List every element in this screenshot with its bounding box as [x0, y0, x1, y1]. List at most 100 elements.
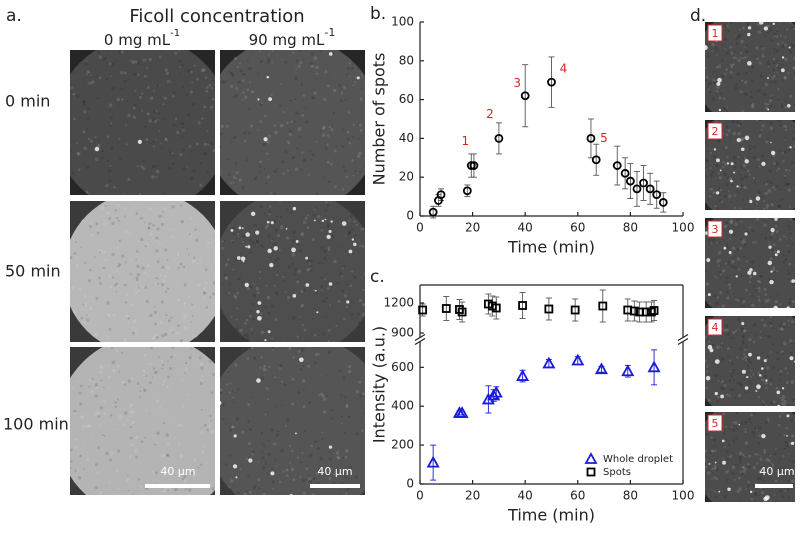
noise: [781, 15, 784, 18]
noise: [770, 379, 773, 382]
noise: [762, 400, 764, 402]
noise: [753, 466, 756, 469]
noise: [361, 277, 363, 279]
noise: [788, 272, 791, 275]
noise: [774, 178, 776, 180]
noise: [736, 57, 738, 59]
spot: [748, 26, 751, 29]
noise: [780, 150, 782, 152]
noise: [281, 160, 284, 163]
noise: [347, 138, 350, 141]
noise: [754, 55, 757, 58]
noise: [373, 263, 376, 266]
noise: [751, 229, 754, 232]
spot: [720, 395, 724, 399]
noise: [267, 58, 270, 61]
noise: [301, 348, 305, 352]
noise: [108, 217, 111, 220]
noise: [324, 147, 327, 150]
noise: [767, 418, 770, 421]
noise: [349, 142, 351, 144]
noise: [76, 264, 79, 267]
noise: [744, 241, 746, 243]
noise: [110, 501, 112, 503]
noise: [313, 478, 316, 481]
noise: [316, 78, 318, 80]
noise: [779, 434, 781, 436]
noise: [719, 199, 722, 202]
noise: [740, 422, 743, 425]
noise: [111, 346, 114, 349]
noise: [711, 467, 714, 470]
noise: [177, 324, 180, 327]
spot: [747, 271, 751, 275]
noise: [117, 269, 119, 271]
noise: [314, 199, 316, 201]
noise: [770, 105, 773, 108]
spot: [745, 503, 748, 506]
spot: [761, 162, 765, 166]
noise: [129, 195, 132, 198]
noise: [312, 96, 314, 98]
noise: [714, 374, 718, 378]
noise: [259, 271, 261, 273]
noise: [220, 132, 223, 135]
noise: [95, 297, 98, 300]
noise: [73, 410, 76, 413]
noise: [307, 226, 310, 229]
noise: [216, 295, 219, 298]
noise: [231, 425, 234, 428]
noise: [135, 456, 138, 459]
noise: [756, 202, 758, 204]
noise: [102, 267, 105, 270]
noise: [345, 456, 348, 459]
noise: [79, 455, 82, 458]
noise: [770, 39, 773, 42]
noise: [86, 458, 89, 461]
noise: [692, 160, 694, 162]
noise: [350, 300, 352, 302]
noise: [271, 345, 274, 348]
noise: [101, 351, 103, 353]
noise: [714, 449, 717, 452]
noise: [273, 442, 276, 445]
noise: [345, 499, 347, 501]
noise: [744, 391, 746, 393]
noise: [740, 327, 743, 330]
noise: [757, 310, 759, 312]
noise: [765, 507, 767, 509]
spot: [357, 76, 360, 79]
noise: [774, 48, 776, 50]
noise: [351, 159, 354, 162]
noise: [698, 349, 700, 351]
noise: [115, 406, 117, 408]
noise: [161, 146, 163, 148]
noise: [118, 415, 121, 418]
x-tick-label: 0: [416, 489, 424, 503]
noise: [208, 84, 211, 87]
noise: [770, 455, 772, 457]
noise: [299, 61, 302, 64]
noise: [744, 456, 746, 458]
noise: [333, 482, 335, 484]
noise: [129, 404, 132, 407]
noise: [750, 91, 752, 93]
noise: [117, 449, 120, 452]
noise: [729, 287, 731, 289]
annotation: 5: [600, 131, 608, 145]
noise: [174, 436, 176, 438]
noise: [272, 375, 274, 377]
noise: [233, 401, 235, 403]
noise: [88, 425, 91, 428]
noise: [791, 434, 794, 437]
noise: [291, 502, 293, 504]
noise: [286, 237, 289, 240]
noise: [351, 270, 353, 272]
noise: [776, 270, 778, 272]
noise: [787, 372, 789, 374]
noise: [303, 221, 306, 224]
noise: [380, 446, 382, 448]
noise: [321, 229, 323, 231]
noise: [134, 495, 137, 498]
noise: [322, 263, 324, 265]
